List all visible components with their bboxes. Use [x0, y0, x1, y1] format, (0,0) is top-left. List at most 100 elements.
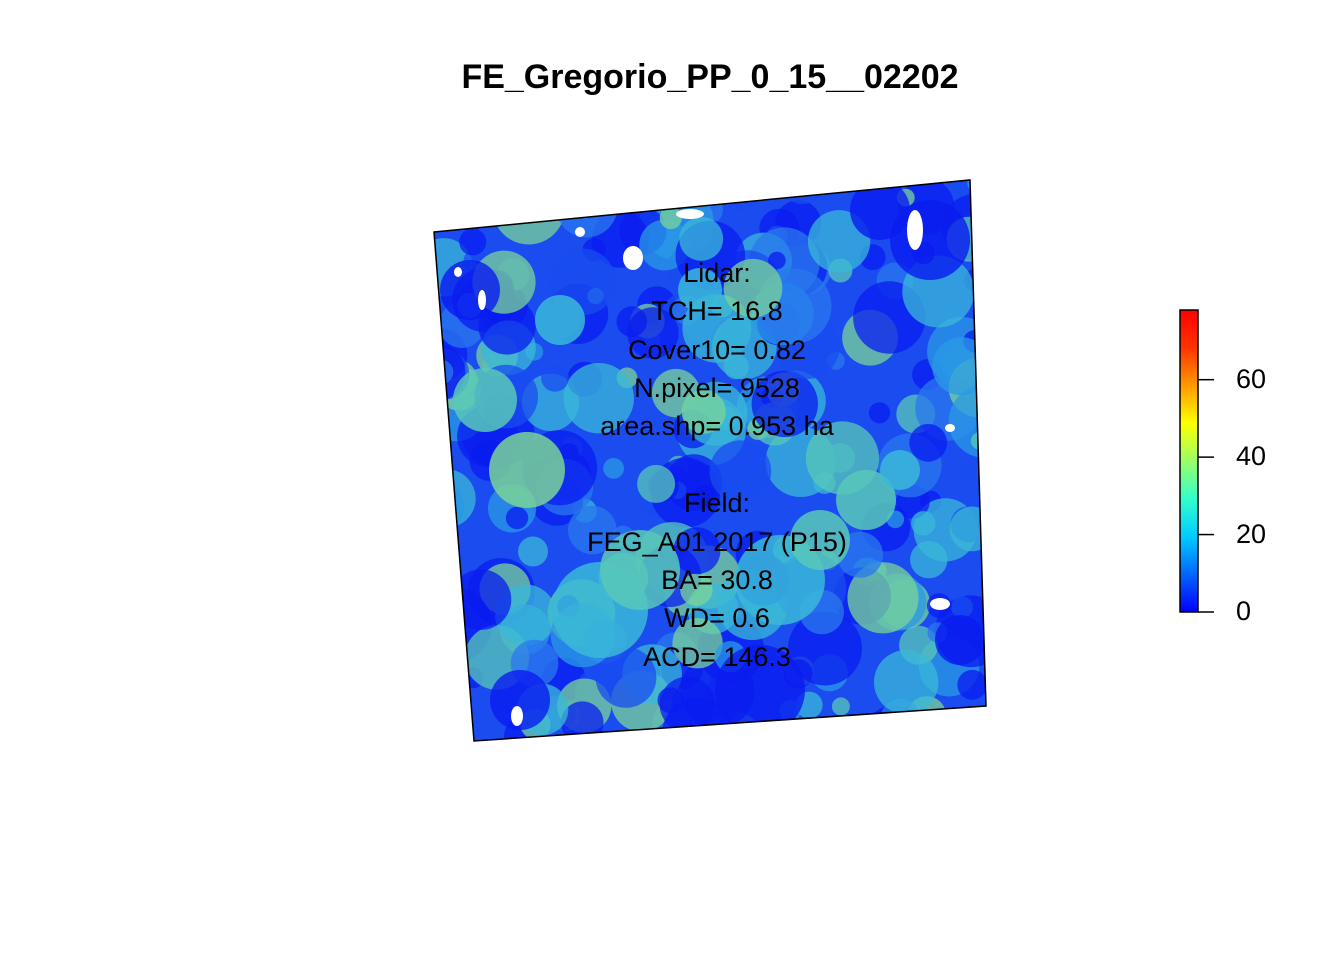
raster-patch	[880, 450, 920, 490]
raster-patch	[715, 645, 805, 735]
raster-patch	[440, 260, 500, 320]
lidar-cover10: Cover10= 0.82	[628, 335, 806, 365]
raster-patch	[948, 384, 986, 458]
raster-patch	[847, 562, 919, 634]
raster-patch	[659, 676, 716, 733]
raster-patch	[453, 368, 517, 432]
raster-patch	[492, 180, 565, 245]
legend-tick-label: 40	[1236, 441, 1267, 472]
raster-patch	[434, 359, 454, 385]
raster-patch	[586, 735, 604, 741]
raster-patch	[595, 647, 657, 708]
nodata-gap	[907, 210, 923, 250]
raster-patch	[489, 432, 565, 508]
raster-patch	[909, 423, 948, 462]
legend-tick-label: 20	[1236, 518, 1267, 549]
raster-patch	[957, 669, 986, 700]
raster-patch	[678, 268, 722, 312]
raster-patch	[555, 180, 618, 238]
raster-patch	[958, 461, 977, 480]
raster-patch	[514, 190, 535, 212]
raster-patch	[679, 216, 724, 261]
raster-patch	[932, 337, 986, 396]
raster-patch	[518, 536, 548, 567]
raster-patch	[665, 454, 723, 511]
raster-patch	[459, 228, 487, 256]
raster-patch	[970, 432, 986, 450]
raster-patch	[434, 706, 459, 741]
raster-patch	[949, 506, 986, 552]
raster-patch	[850, 180, 910, 240]
nodata-gap	[930, 598, 950, 610]
raster-patch	[490, 180, 557, 215]
raster-patch	[768, 251, 786, 270]
raster-patch	[874, 650, 939, 715]
raster-patch	[673, 527, 721, 575]
raster-patch	[603, 458, 624, 479]
field-plot: FEG_A01 2017 (P15)	[587, 527, 847, 557]
lidar-npixel: N.pixel= 9528	[634, 373, 800, 403]
raster-patch	[627, 307, 679, 359]
raster-patch	[568, 505, 617, 555]
field-wd: WD= 0.6	[664, 603, 770, 633]
raster-patch	[709, 440, 772, 503]
raster-patch	[535, 295, 585, 345]
legend-tick-label: 60	[1236, 363, 1267, 394]
raster-patch	[563, 363, 634, 434]
field-header: Field:	[683, 488, 751, 518]
raster-patch	[910, 541, 948, 579]
raster-patch	[868, 402, 891, 424]
raster-patch	[831, 697, 850, 716]
raster-patch	[911, 511, 936, 536]
raster-patch	[605, 185, 625, 206]
raster-patch	[681, 389, 726, 434]
raster-patch	[474, 180, 536, 218]
raster-patch	[680, 573, 713, 606]
raster-patch	[751, 370, 818, 438]
raster-patch	[723, 258, 783, 318]
plot-boundary	[433, 179, 987, 742]
raster-patch	[600, 530, 680, 610]
raster-patch	[609, 180, 641, 207]
raster-patch	[490, 670, 550, 730]
field-acd: ACD= 146.3	[643, 642, 791, 672]
lidar-tch: TCH= 16.8	[651, 296, 783, 326]
nodata-gap	[478, 290, 486, 310]
raster-patch	[788, 180, 805, 193]
raster-patch	[637, 464, 676, 503]
raster-patch	[790, 180, 819, 196]
raster-patch	[961, 719, 986, 741]
raster-patch	[541, 363, 569, 392]
nodata-gap	[454, 267, 462, 277]
raster-patch	[434, 469, 476, 528]
legend-colorbar	[1179, 309, 1199, 613]
raster-patch	[659, 206, 682, 230]
lidar-area: area.shp= 0.953 ha	[600, 411, 834, 441]
raster-patch	[450, 569, 512, 630]
nodata-gap	[511, 706, 523, 726]
raster-patch	[951, 596, 973, 619]
raster-patch	[672, 618, 723, 669]
canopy-height-raster	[434, 180, 986, 741]
chart-title: FE_Gregorio_PP_0_15__02202	[461, 58, 959, 96]
raster-patch	[788, 611, 862, 686]
raster-patch	[790, 510, 850, 570]
raster-patch	[434, 433, 452, 478]
color-legend	[1179, 309, 1214, 613]
nodata-gap	[623, 246, 643, 270]
raster-patch	[686, 180, 714, 199]
raster-patch	[836, 470, 896, 530]
field-ba: BA= 30.8	[661, 565, 773, 595]
raster-patch	[434, 475, 464, 538]
raster-patch	[863, 705, 925, 741]
raster-patch	[505, 506, 529, 530]
nodata-gap	[945, 424, 955, 432]
raster-patch	[935, 615, 985, 665]
nodata-gap	[575, 227, 585, 237]
nodata-gap	[676, 209, 704, 219]
raster-patch	[638, 180, 690, 212]
lidar-header: Lidar:	[683, 258, 751, 288]
raster-patch	[722, 180, 759, 212]
legend-tick-label: 0	[1236, 596, 1252, 626]
